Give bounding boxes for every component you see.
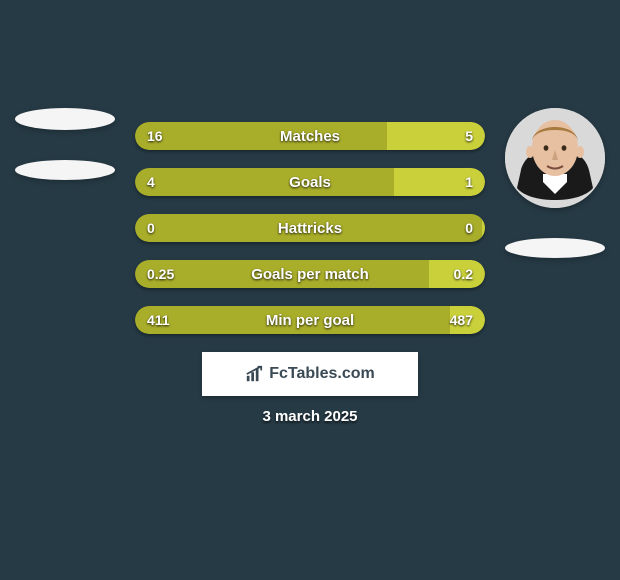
- date-line: 3 march 2025: [0, 408, 620, 425]
- bar-right-value: 0: [465, 214, 473, 242]
- metric-bar: Matches16 5: [135, 122, 485, 150]
- metric-bar: Goals per match0.25 0.2: [135, 260, 485, 288]
- fctables-badge[interactable]: FcTables.com: [202, 352, 418, 396]
- metric-bar: Min per goal411 487: [135, 306, 485, 334]
- bar-left-value: 16: [147, 122, 163, 150]
- bar-left-value: 4: [147, 168, 155, 196]
- badge-text: FcTables.com: [269, 365, 375, 383]
- bar-label: Min per goal: [135, 306, 485, 334]
- bar-label: Goals: [135, 168, 485, 196]
- bar-left-value: 0.25: [147, 260, 174, 288]
- bar-left-value: 0: [147, 214, 155, 242]
- metric-bar: Goals4 1: [135, 168, 485, 196]
- bar-chart-icon: [245, 365, 263, 383]
- bar-label: Matches: [135, 122, 485, 150]
- bar-label: Goals per match: [135, 260, 485, 288]
- metric-bar: Hattricks0 0: [135, 214, 485, 242]
- bar-right-value: 1: [465, 168, 473, 196]
- bar-label: Hattricks: [135, 214, 485, 242]
- comparison-bars: Matches16 5 Goals4 1 Hattricks0 0 Goals per ma…: [135, 122, 485, 334]
- bar-right-value: 487: [450, 306, 473, 334]
- bar-left-value: 411: [147, 306, 170, 334]
- bar-right-value: 0.2: [454, 260, 473, 288]
- bar-right-value: 5: [465, 122, 473, 150]
